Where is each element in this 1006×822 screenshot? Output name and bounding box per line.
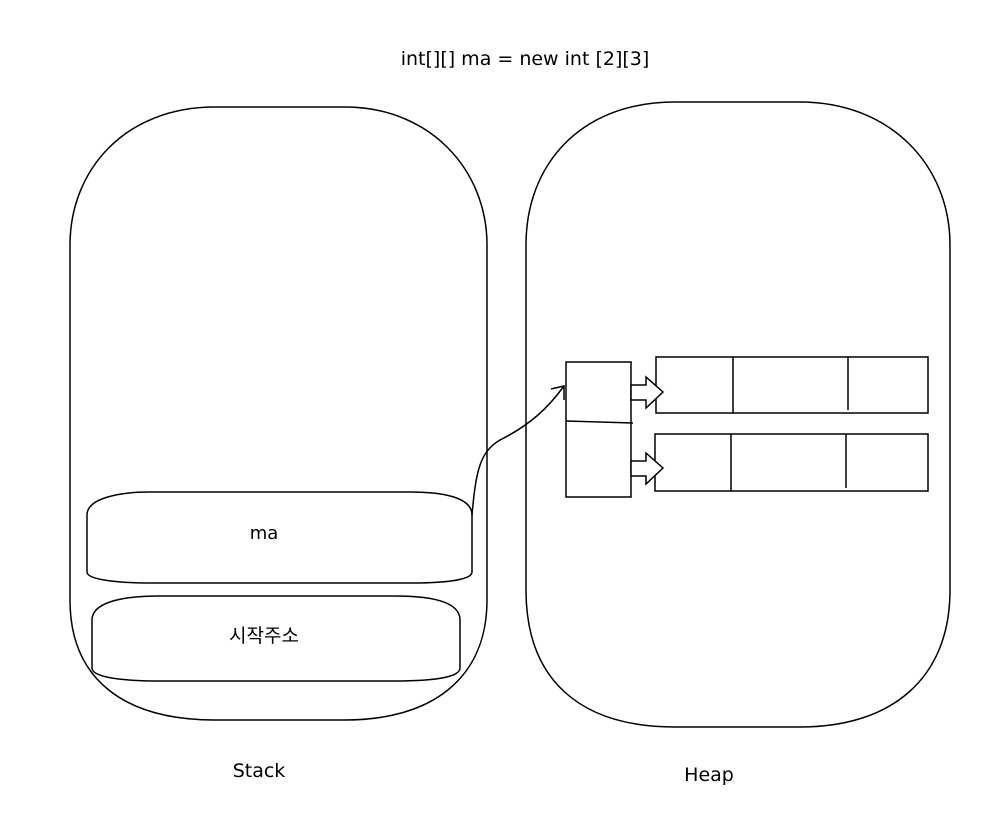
ma-variable-label: ma xyxy=(250,523,279,544)
reference-array xyxy=(565,361,634,498)
ma-variable-slot xyxy=(86,491,473,584)
heap-container xyxy=(525,101,951,728)
pointer-ma-to-heap xyxy=(471,385,565,516)
arrow-ref1-to-row1 xyxy=(630,451,665,486)
heap-label: Heap xyxy=(684,764,734,786)
stack-region: ma 시작주소 xyxy=(69,106,488,721)
start-address-label: 시작주소 xyxy=(229,625,299,647)
row-array-1-box xyxy=(654,433,929,492)
row-array-0 xyxy=(655,356,929,414)
row-array-0-box xyxy=(655,356,929,414)
pointer-curve xyxy=(471,385,565,516)
start-address-slot xyxy=(91,595,461,682)
heap-region xyxy=(525,101,951,728)
stack-label: Stack xyxy=(233,760,286,782)
row-array-1 xyxy=(654,433,929,492)
pointer-arrowhead xyxy=(550,385,565,400)
diagram-title: int[][] ma = new int [2][3] xyxy=(401,48,650,70)
reference-array-divider xyxy=(565,420,634,424)
reference-array-box xyxy=(565,361,632,498)
arrow-ref0-to-row0 xyxy=(630,375,665,410)
